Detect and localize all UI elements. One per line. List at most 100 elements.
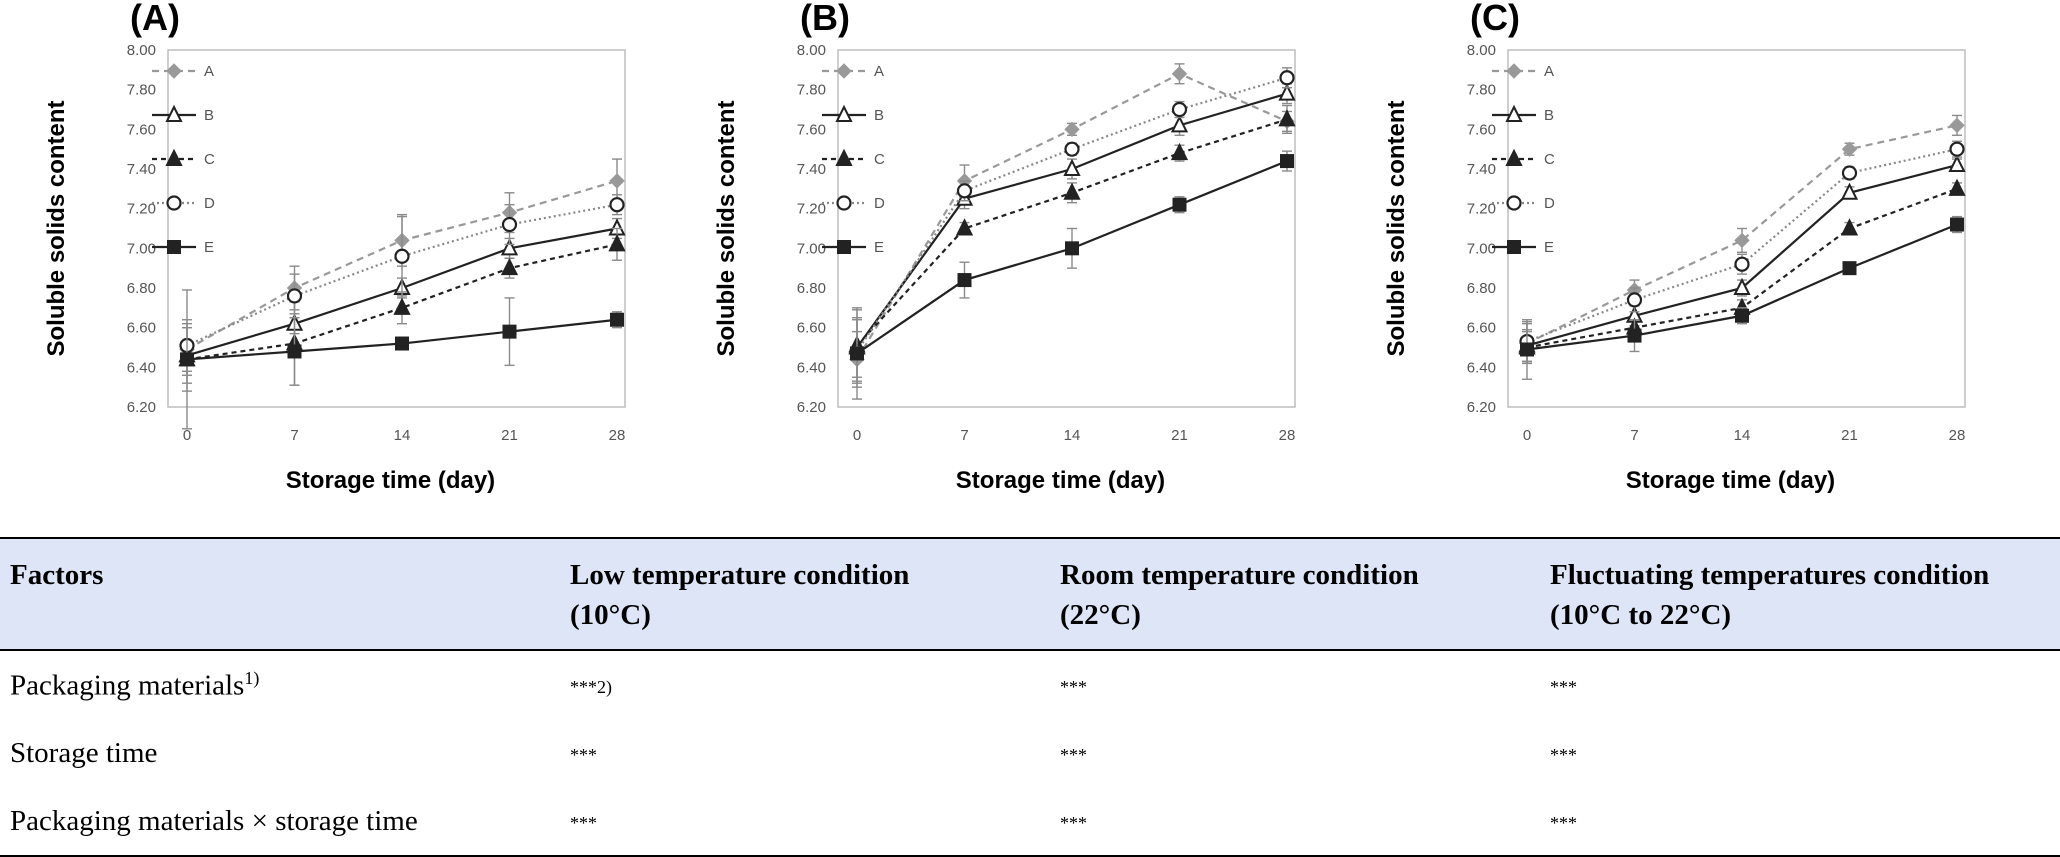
x-tick-label: 21 xyxy=(1841,427,1858,444)
series-line xyxy=(1526,148,1958,343)
legend-marker xyxy=(166,195,182,211)
y-tick-label: 7.60 xyxy=(1467,121,1496,138)
x-tick-label: 14 xyxy=(1064,427,1081,444)
data-point xyxy=(1170,142,1189,161)
legend-entry: C xyxy=(1492,148,1555,168)
significance-cell: *** xyxy=(1540,719,2060,787)
table-row: Packaging materials1) ***2) *** *** xyxy=(0,650,2060,719)
panel-label: (A) xyxy=(130,0,180,38)
factor-label: Storage time xyxy=(10,736,158,769)
significance-cell: *** xyxy=(1050,650,1540,719)
legend: A B C D E xyxy=(152,63,215,256)
data-point xyxy=(1735,308,1749,323)
data-point xyxy=(1279,70,1295,86)
factor-cell: Packaging materials × storage time xyxy=(0,787,560,857)
plot-frame xyxy=(167,49,626,408)
data-point xyxy=(1064,141,1080,157)
table-row: Packaging materials × storage time *** *… xyxy=(0,787,2060,857)
y-tick-label: 6.20 xyxy=(127,399,156,416)
legend-label: A xyxy=(1544,63,1554,80)
legend-marker xyxy=(1507,240,1521,254)
header-line: (10°C) xyxy=(570,599,651,631)
legend-marker xyxy=(837,240,851,254)
legend-entry: D xyxy=(822,195,885,212)
legend-label: E xyxy=(874,239,884,256)
data-point xyxy=(1842,261,1857,276)
x-axis-label: Storage time (day) xyxy=(1626,467,1835,494)
x-tick-label: 7 xyxy=(290,427,298,444)
legend-label: B xyxy=(204,107,214,124)
significance-cell: *** xyxy=(560,787,1050,857)
data-point xyxy=(1949,117,1965,134)
x-tick-label: 0 xyxy=(853,427,861,444)
data-point xyxy=(1063,182,1081,200)
y-axis-label: Soluble solids content xyxy=(713,100,740,356)
legend-label: D xyxy=(204,195,215,212)
chart-panel-a: (A) Soluble solids content Storage time … xyxy=(43,0,626,494)
significance-mark: *** xyxy=(1060,812,1087,833)
data-point xyxy=(1948,154,1966,173)
header-fluctuating-temperatures: Fluctuating temperatures condition (10°C… xyxy=(1540,537,2060,651)
data-point xyxy=(1841,165,1858,181)
panel-label: (C) xyxy=(1470,0,1520,38)
data-point xyxy=(1949,141,1965,157)
legend-entry: D xyxy=(152,195,215,212)
data-point xyxy=(1065,241,1079,256)
data-point xyxy=(1840,182,1859,200)
header-line: Fluctuating temperatures condition xyxy=(1550,559,1990,591)
chart-panel-c: (C) Soluble solids content Storage time … xyxy=(1383,0,1966,494)
data-point xyxy=(1278,83,1296,101)
data-point xyxy=(394,248,410,264)
data-point xyxy=(1278,109,1296,127)
data-point xyxy=(1627,328,1642,343)
legend-entry: B xyxy=(822,104,884,124)
legend-entry: C xyxy=(822,148,885,168)
header-room-temperature: Room temperature condition (22°C) xyxy=(1050,537,1540,651)
y-tick-label: 6.20 xyxy=(1467,399,1496,416)
significance-mark: *** xyxy=(1550,812,1577,833)
legend-label: E xyxy=(204,239,214,256)
y-tick-label: 8.00 xyxy=(127,42,156,59)
significance-cell: *** xyxy=(1050,719,1540,787)
significance-mark: ***2) xyxy=(570,676,612,697)
y-tick-label: 6.80 xyxy=(797,280,826,297)
legend-label: E xyxy=(1544,239,1554,256)
legend-label: A xyxy=(204,63,214,80)
series-line xyxy=(856,76,1288,353)
x-tick-label: 28 xyxy=(609,427,626,444)
data-point xyxy=(502,324,517,339)
y-tick-label: 7.20 xyxy=(1467,201,1496,218)
y-tick-label: 6.20 xyxy=(797,399,826,416)
x-tick-label: 7 xyxy=(960,427,968,444)
data-point xyxy=(850,346,864,361)
legend-label: A xyxy=(874,63,884,80)
data-point xyxy=(1170,115,1189,133)
data-point xyxy=(1063,158,1081,176)
y-tick-label: 8.00 xyxy=(1467,42,1496,59)
header-line: (10°C to 22°C) xyxy=(1550,599,1732,631)
y-tick-label: 6.40 xyxy=(1467,359,1496,376)
y-tick-label: 8.00 xyxy=(797,42,826,59)
data-point xyxy=(1171,101,1188,118)
data-point xyxy=(1520,342,1534,357)
data-point xyxy=(1172,197,1187,212)
significance-cell: *** xyxy=(1540,787,2060,857)
header-line: (22°C) xyxy=(1060,599,1141,631)
data-point xyxy=(1733,277,1751,295)
data-point xyxy=(1064,121,1080,138)
x-tick-label: 21 xyxy=(501,427,518,444)
x-tick-label: 21 xyxy=(1171,427,1188,444)
x-tick-label: 7 xyxy=(1630,427,1638,444)
data-point xyxy=(957,273,972,288)
x-tick-label: 0 xyxy=(1523,427,1531,444)
y-tick-label: 7.20 xyxy=(797,201,826,218)
y-tick-label: 7.80 xyxy=(1467,82,1496,99)
y-axis-label: Soluble solids content xyxy=(1383,100,1410,356)
data-point xyxy=(180,352,194,367)
y-axis-label: Soluble solids content xyxy=(43,100,70,356)
legend-label: C xyxy=(874,151,885,168)
series-E xyxy=(1520,215,1964,380)
series-line xyxy=(186,243,618,361)
significance-cell: *** xyxy=(1540,650,2060,719)
legend-marker xyxy=(836,63,852,79)
